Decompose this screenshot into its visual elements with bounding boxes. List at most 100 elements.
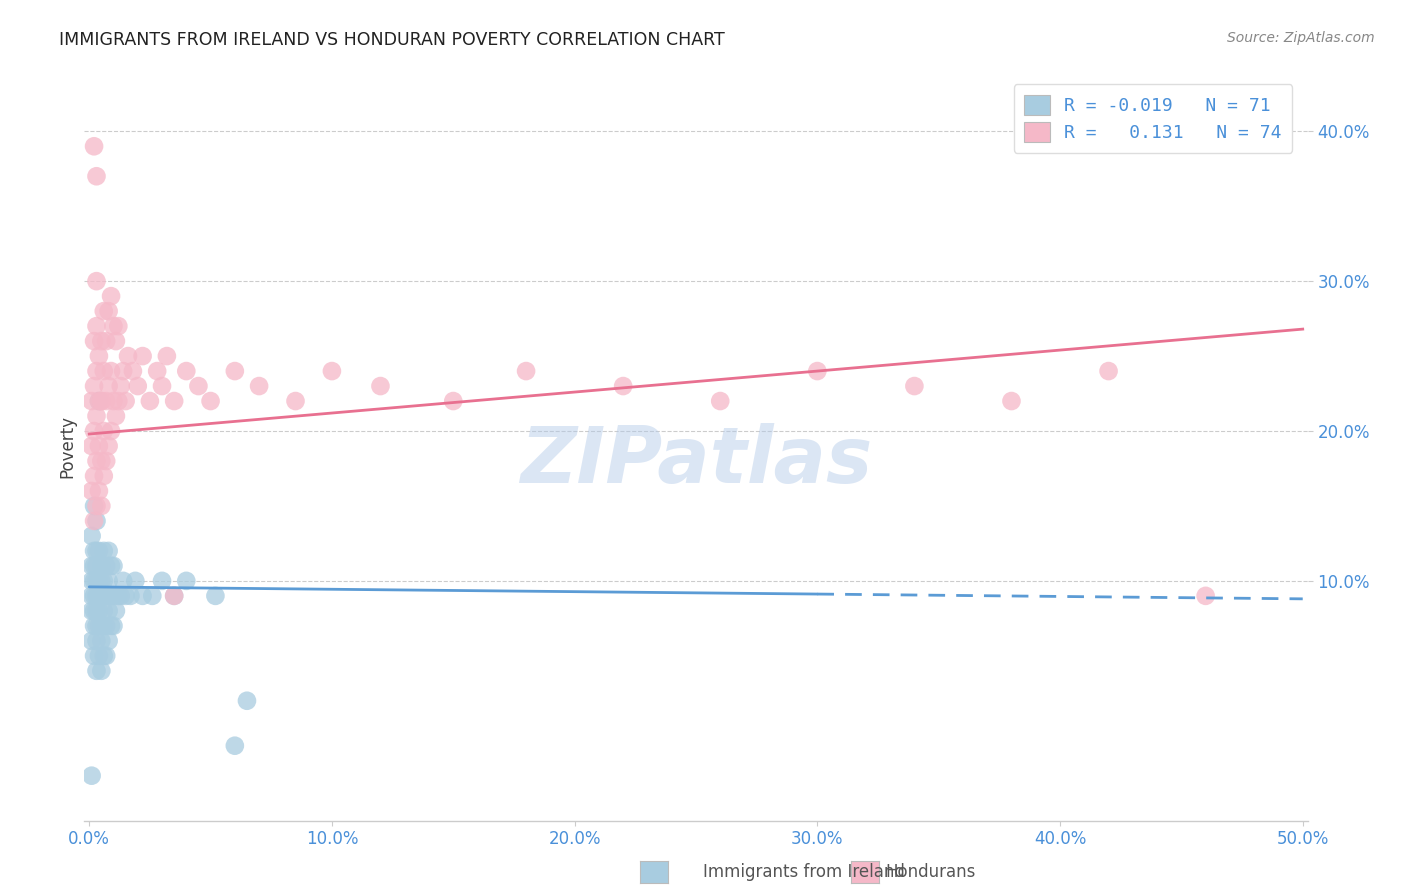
Text: Hondurans: Hondurans — [886, 863, 976, 881]
Point — [93, 574, 115, 588]
Point — [163, 589, 186, 603]
Point — [224, 739, 246, 753]
Text: IMMIGRANTS FROM IRELAND VS HONDURAN POVERTY CORRELATION CHART: IMMIGRANTS FROM IRELAND VS HONDURAN POVE… — [59, 31, 725, 49]
Text: Immigrants from Ireland: Immigrants from Ireland — [703, 863, 905, 881]
Point — [163, 589, 186, 603]
Point — [90, 499, 112, 513]
Point — [90, 589, 112, 603]
Point — [83, 139, 105, 153]
Point — [80, 633, 103, 648]
Point — [83, 558, 105, 573]
Point — [117, 349, 139, 363]
Point — [93, 469, 115, 483]
Point — [93, 544, 115, 558]
Point — [80, 529, 103, 543]
Point — [103, 619, 125, 633]
Point — [87, 349, 110, 363]
Point — [86, 589, 108, 603]
Point — [150, 574, 173, 588]
Point — [97, 633, 120, 648]
Point — [86, 619, 108, 633]
Point — [86, 364, 108, 378]
Point — [163, 394, 186, 409]
Point — [93, 619, 115, 633]
Point — [150, 379, 173, 393]
Point — [131, 349, 153, 363]
Point — [1195, 589, 1218, 603]
Point — [806, 364, 828, 378]
Point — [80, 558, 103, 573]
Point — [86, 544, 108, 558]
Point — [96, 558, 118, 573]
Point — [97, 304, 120, 318]
Point — [236, 694, 259, 708]
Point — [90, 394, 112, 409]
Point — [83, 334, 105, 348]
Point — [107, 394, 129, 409]
Point — [86, 454, 108, 468]
Point — [156, 349, 179, 363]
Point — [86, 499, 108, 513]
Point — [97, 574, 120, 588]
Point — [90, 633, 112, 648]
Point — [83, 424, 105, 438]
Point — [104, 409, 127, 423]
Point — [90, 558, 112, 573]
Point — [86, 409, 108, 423]
Point — [80, 604, 103, 618]
Point — [87, 544, 110, 558]
Point — [709, 394, 731, 409]
Point — [107, 589, 129, 603]
Point — [93, 604, 115, 618]
Point — [90, 454, 112, 468]
Point — [83, 604, 105, 618]
Point — [903, 379, 925, 393]
Point — [90, 619, 112, 633]
Point — [93, 424, 115, 438]
Point — [247, 379, 270, 393]
Point — [80, 769, 103, 783]
Point — [174, 574, 197, 588]
Point — [112, 574, 135, 588]
Point — [96, 394, 118, 409]
Point — [87, 589, 110, 603]
Point — [146, 364, 169, 378]
Point — [104, 604, 127, 618]
Point — [90, 574, 112, 588]
Point — [515, 364, 537, 378]
Point — [83, 499, 105, 513]
Point — [187, 379, 209, 393]
Point — [200, 394, 222, 409]
Point — [110, 379, 132, 393]
Point — [114, 589, 136, 603]
Point — [83, 379, 105, 393]
Point — [612, 379, 634, 393]
Point — [141, 589, 163, 603]
Point — [90, 394, 112, 409]
Y-axis label: Poverty: Poverty — [58, 415, 76, 477]
Text: ZIPatlas: ZIPatlas — [520, 423, 872, 499]
Point — [97, 604, 120, 618]
Point — [110, 589, 132, 603]
Point — [127, 379, 149, 393]
Point — [96, 619, 118, 633]
Point — [86, 514, 108, 528]
Point — [174, 364, 197, 378]
Point — [96, 589, 118, 603]
Point — [93, 304, 115, 318]
Point — [224, 364, 246, 378]
Point — [83, 514, 105, 528]
Text: Source: ZipAtlas.com: Source: ZipAtlas.com — [1227, 31, 1375, 45]
Point — [80, 589, 103, 603]
Point — [86, 169, 108, 184]
Point — [100, 424, 122, 438]
Point — [321, 364, 343, 378]
Point — [122, 364, 145, 378]
Point — [139, 394, 162, 409]
Point — [97, 544, 120, 558]
Point — [103, 589, 125, 603]
Point — [96, 454, 118, 468]
Point — [80, 574, 103, 588]
Point — [97, 379, 120, 393]
Point — [87, 483, 110, 498]
